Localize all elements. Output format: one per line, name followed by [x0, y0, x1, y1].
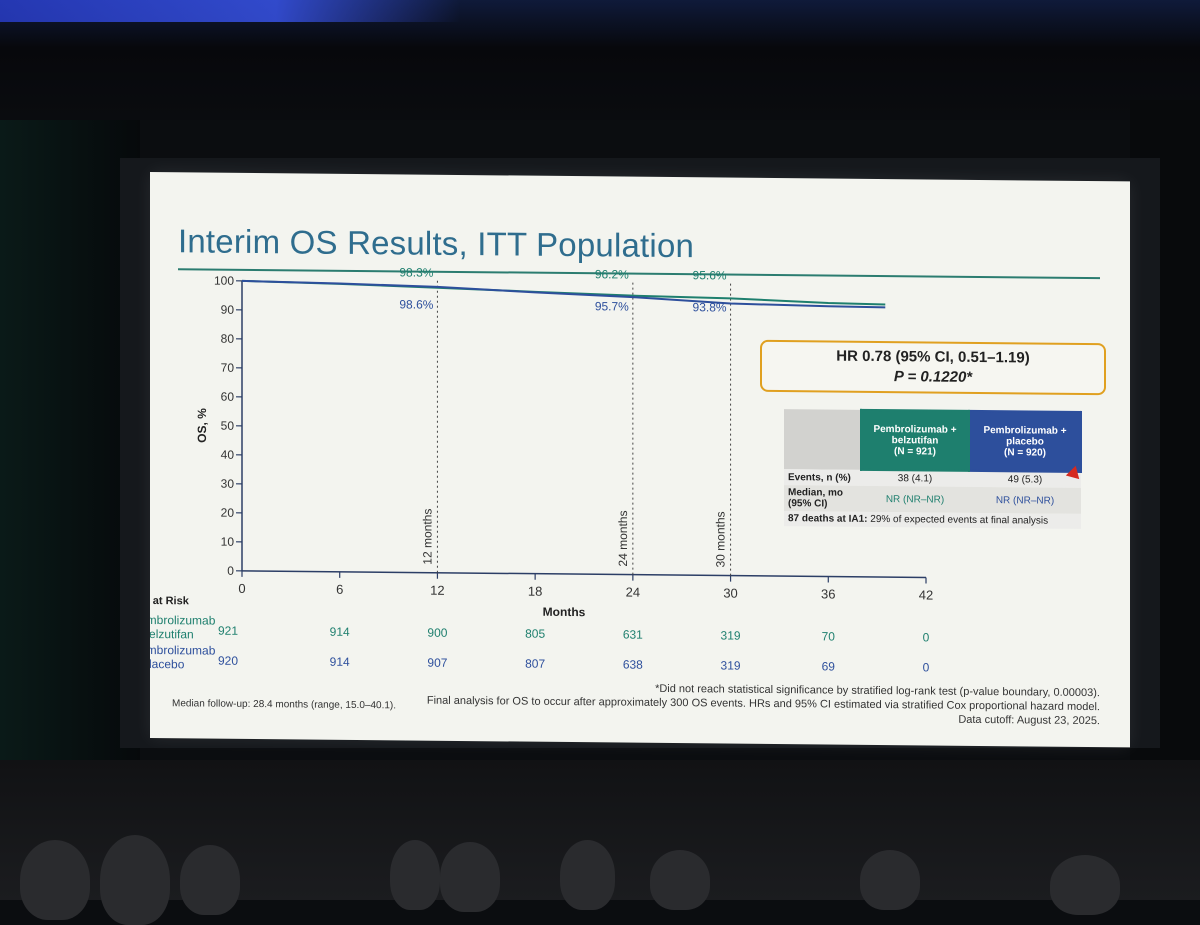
x-tick-label: 36	[821, 586, 835, 601]
at-risk-value: 70	[822, 629, 836, 643]
y-axis-label: OS, %	[195, 408, 209, 443]
at-risk-value: 807	[525, 657, 545, 671]
at-risk-value: 805	[525, 627, 545, 641]
at-risk-title: No. at Risk	[150, 595, 190, 608]
y-tick-label: 50	[221, 419, 235, 433]
y-tick-label: 40	[221, 448, 235, 462]
results-table: Pembrolizumab + belzutifan (N = 921) Pem…	[784, 408, 1082, 529]
y-tick-label: 60	[221, 390, 235, 404]
at-risk-value: 0	[923, 630, 930, 644]
at-risk-value: 638	[623, 658, 643, 672]
median-followup: Median follow-up: 28.4 months (range, 15…	[172, 698, 396, 711]
landmark-green-value: 96.2%	[595, 267, 629, 281]
landmark-green-value: 98.3%	[399, 265, 433, 279]
at-risk-value: 631	[623, 628, 643, 642]
footnote-data-cutoff: Data cutoff: August 23, 2025.	[958, 714, 1100, 727]
x-tick-label: 18	[528, 584, 542, 599]
median-belzutifan: NR (NR–NR)	[861, 486, 969, 513]
y-tick-label: 70	[221, 361, 235, 375]
table-row-deaths: 87 deaths at IA1: 29% of expected events…	[784, 511, 1081, 529]
deaths-rest: 29% of expected events at final analysis	[867, 514, 1048, 527]
x-tick-label: 42	[919, 587, 933, 602]
deaths-note: 87 deaths at IA1: 29% of expected events…	[784, 511, 1081, 529]
audience-head	[100, 835, 170, 925]
at-risk-row-label: + belzutifan	[150, 627, 194, 642]
stage-left-curtain	[0, 120, 140, 770]
audience-head	[860, 850, 920, 910]
y-tick-label: 100	[214, 274, 234, 288]
audience	[0, 760, 1200, 900]
at-risk-value: 319	[721, 658, 741, 672]
at-risk-value: 0	[923, 660, 930, 674]
y-tick-label: 30	[221, 477, 235, 491]
p-value: P = 0.1220*	[762, 366, 1104, 389]
audience-head	[180, 845, 240, 915]
x-tick-label: 0	[238, 581, 245, 596]
audience-head	[20, 840, 90, 920]
table-corner	[784, 409, 861, 470]
x-tick-label: 24	[626, 585, 640, 600]
events-label: Events, n (%)	[784, 469, 861, 486]
at-risk-value: 914	[330, 625, 350, 639]
landmark-label: 12 months	[420, 509, 434, 565]
x-axis	[242, 571, 926, 578]
deaths-bold: 87 deaths at IA1:	[788, 513, 867, 525]
col2-line1: Pembrolizumab +	[974, 424, 1076, 436]
at-risk-value: 914	[330, 655, 350, 669]
ceiling-light	[0, 0, 460, 22]
table-row-median: Median, mo (95% CI) NR (NR–NR) NR (NR–NR…	[784, 485, 1081, 514]
at-risk-value: 921	[218, 624, 238, 638]
y-tick-label: 90	[221, 303, 235, 317]
y-tick-label: 80	[221, 332, 235, 346]
at-risk-row-label: Pembrolizumab	[150, 613, 216, 628]
table-header-belzutifan: Pembrolizumab + belzutifan (N = 921)	[861, 410, 969, 471]
landmark-blue-value: 95.7%	[595, 299, 629, 313]
col1-n: (N = 921)	[866, 445, 964, 457]
audience-head	[1050, 855, 1120, 915]
events-placebo: 49 (5.3)	[969, 471, 1081, 488]
at-risk-value: 907	[427, 656, 447, 670]
landmark-label: 24 months	[616, 510, 630, 566]
median-label-line1: Median, mo	[788, 487, 857, 499]
median-placebo: NR (NR–NR)	[969, 487, 1081, 514]
at-risk-value: 319	[721, 628, 741, 642]
landmark-label: 30 months	[714, 511, 728, 567]
at-risk-row-label: Pembrolizumab	[150, 643, 216, 658]
table-header-placebo: Pembrolizumab + placebo (N = 920)	[969, 411, 1081, 472]
landmark-blue-value: 98.6%	[399, 297, 433, 311]
median-label: Median, mo (95% CI)	[784, 485, 861, 512]
col1-line1: Pembrolizumab +	[866, 423, 964, 435]
at-risk-value: 920	[218, 654, 238, 668]
y-tick-label: 20	[221, 506, 235, 520]
hazard-ratio-box: HR 0.78 (95% CI, 0.51–1.19) P = 0.1220*	[760, 340, 1106, 395]
audience-head	[440, 842, 500, 912]
at-risk-value: 69	[822, 659, 836, 673]
km-curve-placebo	[242, 281, 885, 307]
y-tick-label: 0	[227, 564, 234, 578]
median-label-line2: (95% CI)	[788, 498, 857, 510]
col2-n: (N = 920)	[974, 446, 1076, 458]
x-tick-label: 12	[430, 583, 444, 598]
at-risk-row-label: + placebo	[150, 657, 185, 672]
events-belzutifan: 38 (4.1)	[861, 470, 969, 487]
audience-head	[650, 850, 710, 910]
x-tick-label: 30	[723, 586, 737, 601]
y-tick-label: 10	[221, 535, 235, 549]
at-risk-value: 900	[427, 626, 447, 640]
x-tick-label: 6	[336, 582, 343, 597]
x-axis-label: Months	[543, 605, 586, 619]
landmark-green-value: 95.6%	[693, 268, 727, 282]
